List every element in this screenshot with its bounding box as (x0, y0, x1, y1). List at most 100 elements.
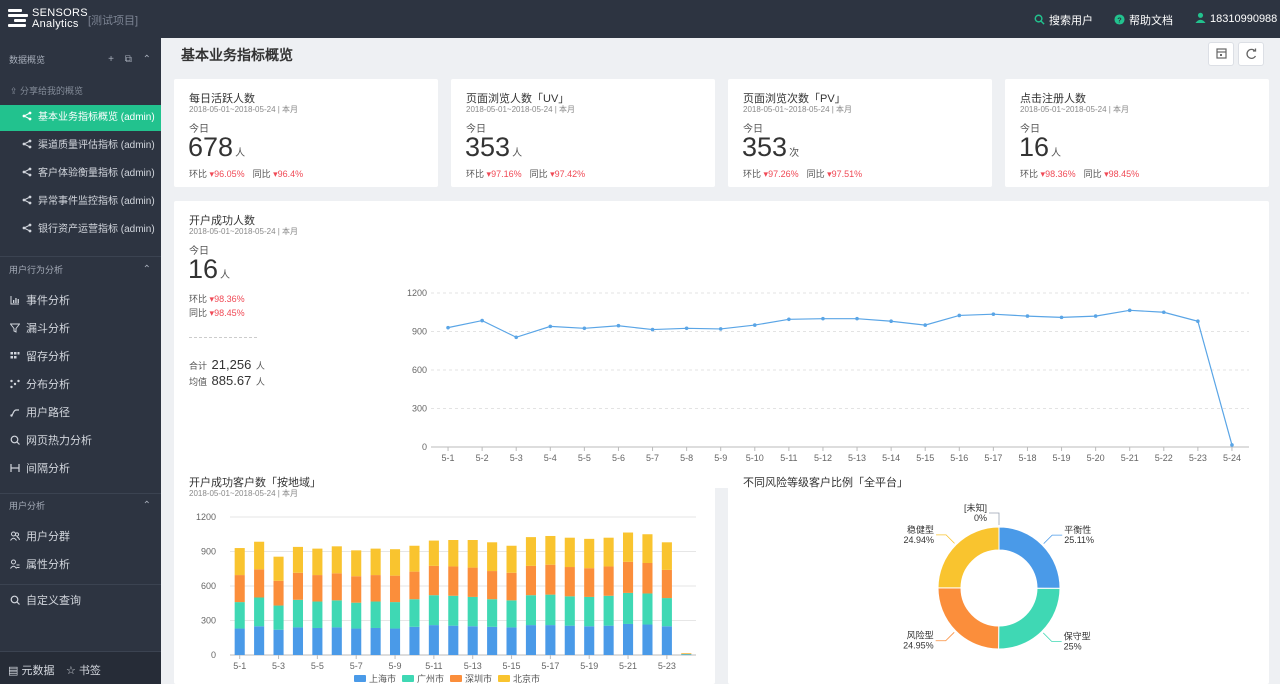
project-name[interactable]: [测试项目] (88, 15, 139, 27)
bar-segment (351, 628, 362, 655)
down-arrow-icon: ▾ (486, 169, 492, 179)
bar-segment (545, 535, 556, 565)
kpi-compare: 环比 ▾97.26% 同比 ▾97.51% (743, 167, 862, 180)
account-today-label: 今日 (189, 246, 209, 257)
sidebar-item-bank-assets[interactable]: 银行资产运营指标 (admin) (0, 217, 161, 243)
sidebar-item-label: 基本业务指标概览 (admin) (38, 112, 155, 123)
bar-segment (506, 572, 517, 601)
sidebar-item-event-analysis[interactable]: 事件分析 (0, 288, 161, 314)
bar-segment (545, 564, 556, 595)
logo[interactable]: SENSORS Analytics (8, 7, 88, 31)
legend-swatch (402, 675, 414, 682)
x-tick-label: 5-7 (350, 661, 363, 671)
yoy-value: 97.51% (831, 169, 863, 179)
data-point (1093, 314, 1098, 318)
bar-segment (564, 596, 575, 626)
metadata-link[interactable]: ▤ 元数据 (8, 662, 54, 678)
bar-segment (584, 538, 595, 569)
sidebar-item-attribute-analysis[interactable]: 属性分析 (0, 552, 161, 578)
shared-icon: ⇪ (10, 86, 21, 96)
bar-segment (525, 565, 537, 596)
region-stacked-bar-chart[interactable]: 0 300 600 900 1200 5-1 5-3 5-5 5-7 5-9 5-11 5-13 5-1… (174, 463, 715, 684)
collapse-user-icon[interactable]: ⌃ (142, 500, 151, 511)
bar-segment (292, 546, 304, 573)
data-point (1230, 443, 1234, 447)
bar-segment (506, 600, 517, 628)
yoy-label: 同比 (1083, 169, 1102, 179)
overview-section-header[interactable]: 数据概览 + ⧉ ⌃ (0, 48, 161, 72)
account-line-chart[interactable]: 0 300 600 900 1200 5-1 5-2 5-3 5-4 5-5 5-6 5-7 5-8 5-… (389, 201, 1269, 488)
add-overview-icon[interactable]: + (108, 54, 114, 65)
kpi-today-label: 今日 (743, 124, 763, 135)
user-section-header[interactable]: 用户分析 ⌃ (0, 494, 161, 518)
bar-segment (681, 653, 692, 654)
sidebar-item-distribution-analysis[interactable]: 分布分析 (0, 372, 161, 398)
ring-label: 环比 (189, 294, 208, 304)
bookmark-link[interactable]: ☆ 书签 (66, 662, 101, 678)
kpi-value: 353 次 (742, 132, 799, 163)
data-point (1196, 319, 1200, 324)
sidebar-item-label: 用户分群 (26, 531, 70, 543)
sidebar-item-channel-quality[interactable]: 渠道质量评估指标 (admin) (0, 133, 161, 159)
slice-name-label: 平衡性 (1064, 524, 1091, 535)
sidebar-item-funnel-analysis[interactable]: 漏斗分析 (0, 316, 161, 342)
help-docs-link[interactable]: ? 帮助文档 (1114, 12, 1173, 28)
bar-segment (584, 626, 595, 655)
sidebar-item-basic-metrics[interactable]: 基本业务指标概览 (admin) (0, 105, 161, 131)
search-user-link[interactable]: 搜索用户 (1034, 12, 1093, 28)
bar-segment (467, 540, 478, 568)
bar-segment (681, 654, 692, 655)
down-arrow-icon: ▾ (763, 169, 769, 179)
bar-segment (525, 625, 537, 655)
slice-percent-label: 24.95% (903, 641, 934, 651)
bar-segment (312, 601, 323, 628)
account-menu[interactable]: 18310990988 (1195, 12, 1277, 25)
bar-segment (681, 653, 692, 655)
share-overview-icon[interactable]: ⧉ (124, 54, 132, 65)
bar-segment (254, 569, 265, 598)
bar-segment (564, 567, 575, 597)
kpi-card-register-clicks[interactable]: 点击注册人数 2018-05-01~2018-05-24 | 本月 今日 16 人… (1005, 79, 1269, 187)
date-picker-button[interactable] (1208, 42, 1234, 66)
collapse-overview-icon[interactable]: ⌃ (142, 54, 151, 65)
sidebar-item-customer-experience[interactable]: 客户体验衡量指标 (admin) (0, 161, 161, 187)
slice-name-label: 风险型 (907, 630, 934, 641)
account-value: 16 人 (188, 254, 230, 285)
sidebar-item-anomaly-monitor[interactable]: 异常事件监控指标 (admin) (0, 189, 161, 215)
bar-segment (487, 599, 498, 627)
help-icon: ? (1114, 14, 1125, 25)
sidebar-item-heatmap-analysis[interactable]: 网页热力分析 (0, 428, 161, 454)
x-tick-label: 5-3 (510, 453, 523, 463)
risk-card-title: 不同风险等级客户比例「全平台」 (743, 477, 908, 489)
collapse-behavior-icon[interactable]: ⌃ (142, 264, 151, 275)
kpi-card-pv[interactable]: 页面浏览次数「PV」 2018-05-01~2018-05-24 | 本月 今日… (728, 79, 992, 187)
sidebar-item-label: 属性分析 (26, 559, 70, 571)
region-card-range: 2018-05-01~2018-05-24 | 本月 (189, 489, 299, 498)
kpi-value-number: 678 (188, 132, 234, 162)
kpi-card-uv[interactable]: 页面浏览人数「UV」 2018-05-01~2018-05-24 | 本月 今日… (451, 79, 715, 187)
kpi-card-daily-active[interactable]: 每日活跃人数 2018-05-01~2018-05-24 | 本月 今日 678… (174, 79, 438, 187)
bar-segment (467, 567, 478, 597)
sidebar-item-custom-query[interactable]: 自定义查询 (0, 588, 161, 614)
legend-label: 广州市 (417, 673, 444, 684)
sidebar-item-user-path[interactable]: 用户路径 (0, 400, 161, 426)
sidebar-item-interval-analysis[interactable]: 间隔分析 (0, 456, 161, 482)
x-tick-label: 5-2 (476, 453, 489, 463)
behavior-section-header[interactable]: 用户行为分析 ⌃ (0, 258, 161, 282)
bar-segment (622, 623, 634, 655)
slice-percent-label: 24.94% (904, 535, 935, 545)
ring-label: 环比 (743, 169, 762, 179)
bar-segment (622, 532, 634, 562)
refresh-button[interactable] (1238, 42, 1264, 66)
distribution-icon (10, 379, 20, 389)
x-tick-label: 5-24 (1223, 453, 1241, 463)
bar-segment (525, 595, 537, 626)
down-arrow-icon: ▾ (273, 169, 278, 179)
bar-segment (331, 627, 342, 655)
sidebar-item-user-segmentation[interactable]: 用户分群 (0, 524, 161, 550)
sidebar-item-retention-analysis[interactable]: 留存分析 (0, 344, 161, 370)
sidebar-item-label: 异常事件监控指标 (admin) (38, 196, 155, 207)
logo-text-analytics: Analytics (32, 18, 79, 30)
bar-segment (642, 563, 653, 594)
